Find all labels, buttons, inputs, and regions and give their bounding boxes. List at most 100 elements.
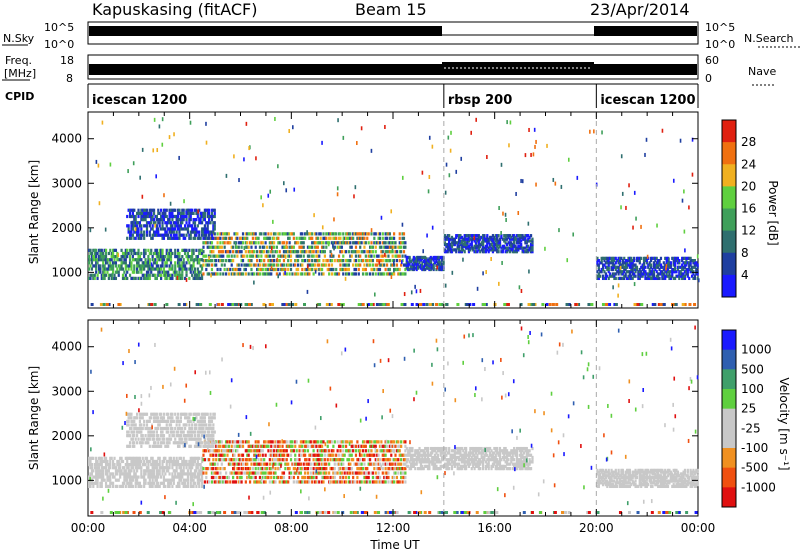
scatter-cell	[435, 267, 438, 272]
scatter-cell	[119, 258, 122, 262]
scatter-cell	[240, 467, 243, 471]
scatter-cell	[342, 475, 345, 480]
scatter-cell	[316, 453, 319, 457]
scatter-cell	[112, 466, 115, 470]
scatter-cell	[213, 236, 216, 240]
scatter-cell	[469, 234, 472, 238]
scatter-cell	[169, 276, 173, 281]
scatter-cell	[171, 214, 174, 219]
scatter-cell	[472, 248, 475, 252]
scatter-cell	[131, 466, 134, 470]
scatter-cell	[254, 444, 257, 448]
scatter-cell	[192, 218, 195, 222]
scatter-cell	[127, 484, 130, 489]
scatter-cell	[326, 458, 329, 462]
scatter-cell	[206, 272, 209, 276]
scatter-cell	[224, 250, 228, 254]
scatter-cell	[213, 245, 216, 249]
scatter-cell	[250, 475, 253, 480]
scatter-cell	[505, 248, 509, 252]
scatter-cell	[257, 467, 260, 471]
scatter-cell	[131, 434, 134, 438]
scatter-cell	[157, 469, 160, 473]
scatter-cell	[160, 208, 163, 212]
scatter-cell	[459, 234, 462, 238]
scatter-cell	[278, 444, 281, 448]
scatter-cell	[215, 259, 218, 263]
scatter-cell	[164, 472, 167, 476]
scatter-cell	[642, 259, 646, 263]
scatter-cell	[609, 272, 612, 276]
scatter-cell	[678, 272, 681, 276]
scatter-cell	[377, 480, 380, 484]
scatter-cell	[363, 475, 366, 480]
scatter-cell	[312, 471, 315, 475]
scatter-cell	[322, 236, 325, 240]
scatter-cell	[200, 466, 204, 470]
scatter-cell	[104, 273, 108, 277]
scatter-cell	[193, 267, 197, 271]
scatter-cell	[627, 256, 630, 260]
scatter-cell	[268, 471, 271, 475]
scatter-cell	[161, 218, 164, 222]
scatter-cell	[346, 272, 349, 276]
scatter-cell	[292, 263, 295, 267]
scatter-cell	[205, 241, 208, 245]
scatter-cell	[304, 440, 307, 444]
scatter-cell	[644, 152, 646, 157]
scatter-cell	[414, 266, 417, 270]
scatter-cell	[356, 480, 359, 484]
scatter-cell	[189, 472, 192, 476]
scatter-cell	[100, 475, 103, 479]
scatter-cell	[191, 258, 194, 262]
scatter-cell	[329, 458, 332, 462]
scatter-cell	[407, 261, 410, 265]
scatter-cell	[642, 267, 646, 272]
scatter-cell	[671, 272, 674, 276]
scatter-cell	[415, 303, 419, 306]
scatter-cell	[633, 274, 636, 278]
scatter-cell	[465, 246, 468, 250]
scatter-cell	[494, 239, 497, 243]
scatter-cell	[388, 259, 391, 263]
scatter-cell	[145, 261, 149, 265]
scatter-cell	[220, 303, 224, 306]
scatter-cell	[339, 263, 342, 267]
scatter-cell	[240, 453, 243, 457]
scatter-cell	[175, 236, 178, 240]
scatter-cell	[178, 444, 181, 448]
scatter-cell	[298, 480, 301, 484]
scatter-cell	[654, 256, 657, 260]
scatter-cell	[234, 471, 238, 475]
scatter-cell	[155, 261, 158, 265]
scatter-cell	[490, 242, 493, 247]
scatter-cell	[277, 254, 280, 258]
scatter-cell	[131, 211, 134, 215]
scatter-cell	[164, 233, 167, 237]
scatter-cell	[270, 232, 273, 236]
scatter-cell	[168, 472, 171, 476]
scatter-cell	[520, 288, 523, 293]
scatter-cell	[295, 440, 298, 444]
scatter-cell	[304, 236, 307, 240]
scatter-cell	[332, 267, 335, 272]
scatter-cell	[261, 458, 264, 462]
scatter-cell	[493, 248, 496, 252]
scatter-cell	[89, 484, 92, 489]
scatter-cell	[172, 475, 175, 479]
scatter-cell	[160, 258, 163, 262]
scatter-cell	[574, 303, 578, 306]
scatter-cell	[116, 254, 119, 259]
scatter-cell	[517, 248, 520, 252]
scatter-cell	[463, 250, 466, 254]
scatter-cell	[124, 258, 127, 262]
scatter-cell	[621, 272, 624, 276]
scatter-cell	[220, 480, 223, 484]
scatter-cell	[315, 480, 318, 484]
scatter-cell	[169, 416, 173, 420]
scatter-cell	[264, 440, 267, 444]
scatter-cell	[117, 273, 120, 277]
scatter-cell	[162, 273, 166, 277]
scatter-cell	[397, 480, 400, 484]
scatter-cell	[322, 471, 325, 475]
